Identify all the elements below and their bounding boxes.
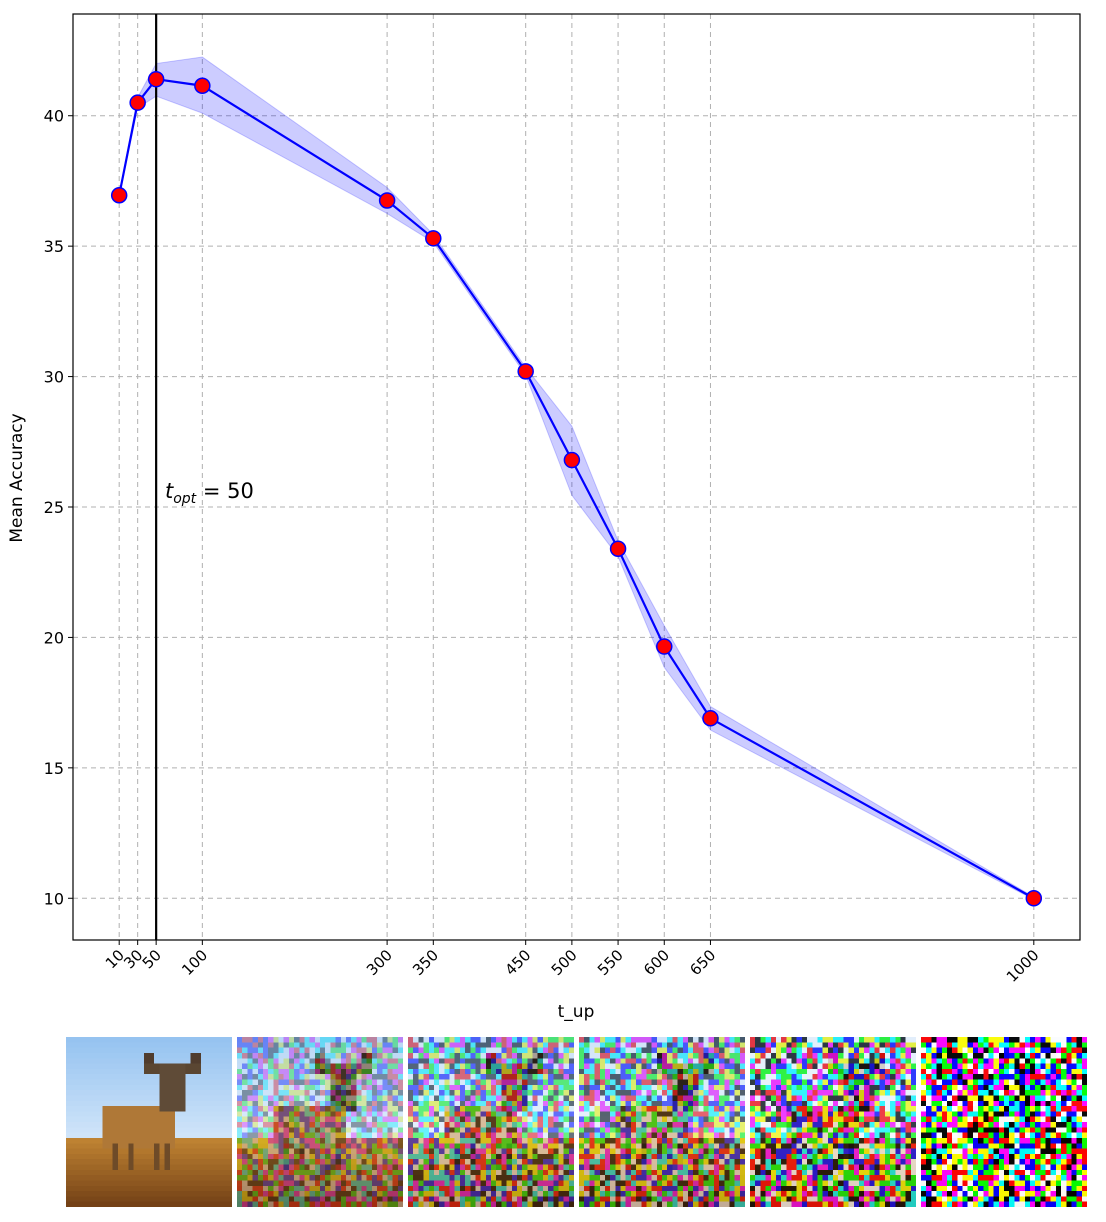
optimal-t-annotation: topt = 50 <box>165 479 254 507</box>
data-point <box>129 94 146 111</box>
noise-thumbnail <box>750 1037 916 1207</box>
x-tick-label: 300 <box>363 946 396 979</box>
noise-thumbnail <box>66 1037 232 1207</box>
data-point <box>425 230 442 247</box>
y-tick-label: 20 <box>44 628 64 647</box>
diffusion-noise-thumbnails <box>66 1037 1091 1207</box>
data-point <box>147 70 165 88</box>
x-tick-label: 600 <box>640 946 673 979</box>
y-tick-label: 25 <box>44 498 64 517</box>
data-point <box>656 638 673 655</box>
data-point <box>609 540 627 557</box>
noise-thumbnail <box>921 1037 1087 1207</box>
x-tick-label: 50 <box>139 946 165 972</box>
x-tick-label: 1000 <box>1003 946 1043 986</box>
data-point <box>194 77 211 94</box>
y-tick-label: 10 <box>44 889 64 908</box>
x-tick-label: 450 <box>502 946 535 979</box>
annotation-suffix: = 50 <box>196 479 254 503</box>
noise-thumbnail-image <box>750 1037 916 1207</box>
x-tick-label: 100 <box>178 946 211 979</box>
x-tick-label: 550 <box>594 946 627 979</box>
noise-thumbnail <box>579 1037 745 1207</box>
grid-lines <box>73 14 1080 940</box>
noise-thumbnail-image <box>237 1037 403 1207</box>
data-point <box>378 192 396 209</box>
y-tick-label: 15 <box>44 759 64 778</box>
y-axis-label: Mean Accuracy <box>7 413 27 542</box>
x-axis-label: t_up <box>558 1002 595 1022</box>
noise-thumbnail-image <box>921 1037 1087 1207</box>
noise-thumbnail <box>408 1037 574 1207</box>
data-point <box>110 187 128 204</box>
y-tick-label: 35 <box>44 237 64 256</box>
x-tick-label: 500 <box>548 946 581 979</box>
x-tick-label: 350 <box>409 946 442 979</box>
data-point <box>702 710 719 727</box>
plot-frame <box>72 13 1081 941</box>
y-tick-label: 40 <box>44 107 64 126</box>
noise-thumbnail-image <box>66 1037 232 1207</box>
noise-thumbnail-image <box>579 1037 745 1207</box>
x-tick-label: 650 <box>686 946 719 979</box>
data-point <box>1025 890 1043 907</box>
accuracy-confidence-band <box>118 56 1035 901</box>
data-point <box>517 363 534 380</box>
y-tick-label: 30 <box>44 368 64 387</box>
data-point <box>563 451 581 469</box>
annotation-subscript: opt <box>173 491 196 507</box>
noise-thumbnail <box>237 1037 403 1207</box>
noise-thumbnail-image <box>408 1037 574 1207</box>
data-point-markers <box>110 70 1043 907</box>
annotation-base: t <box>165 479 174 503</box>
